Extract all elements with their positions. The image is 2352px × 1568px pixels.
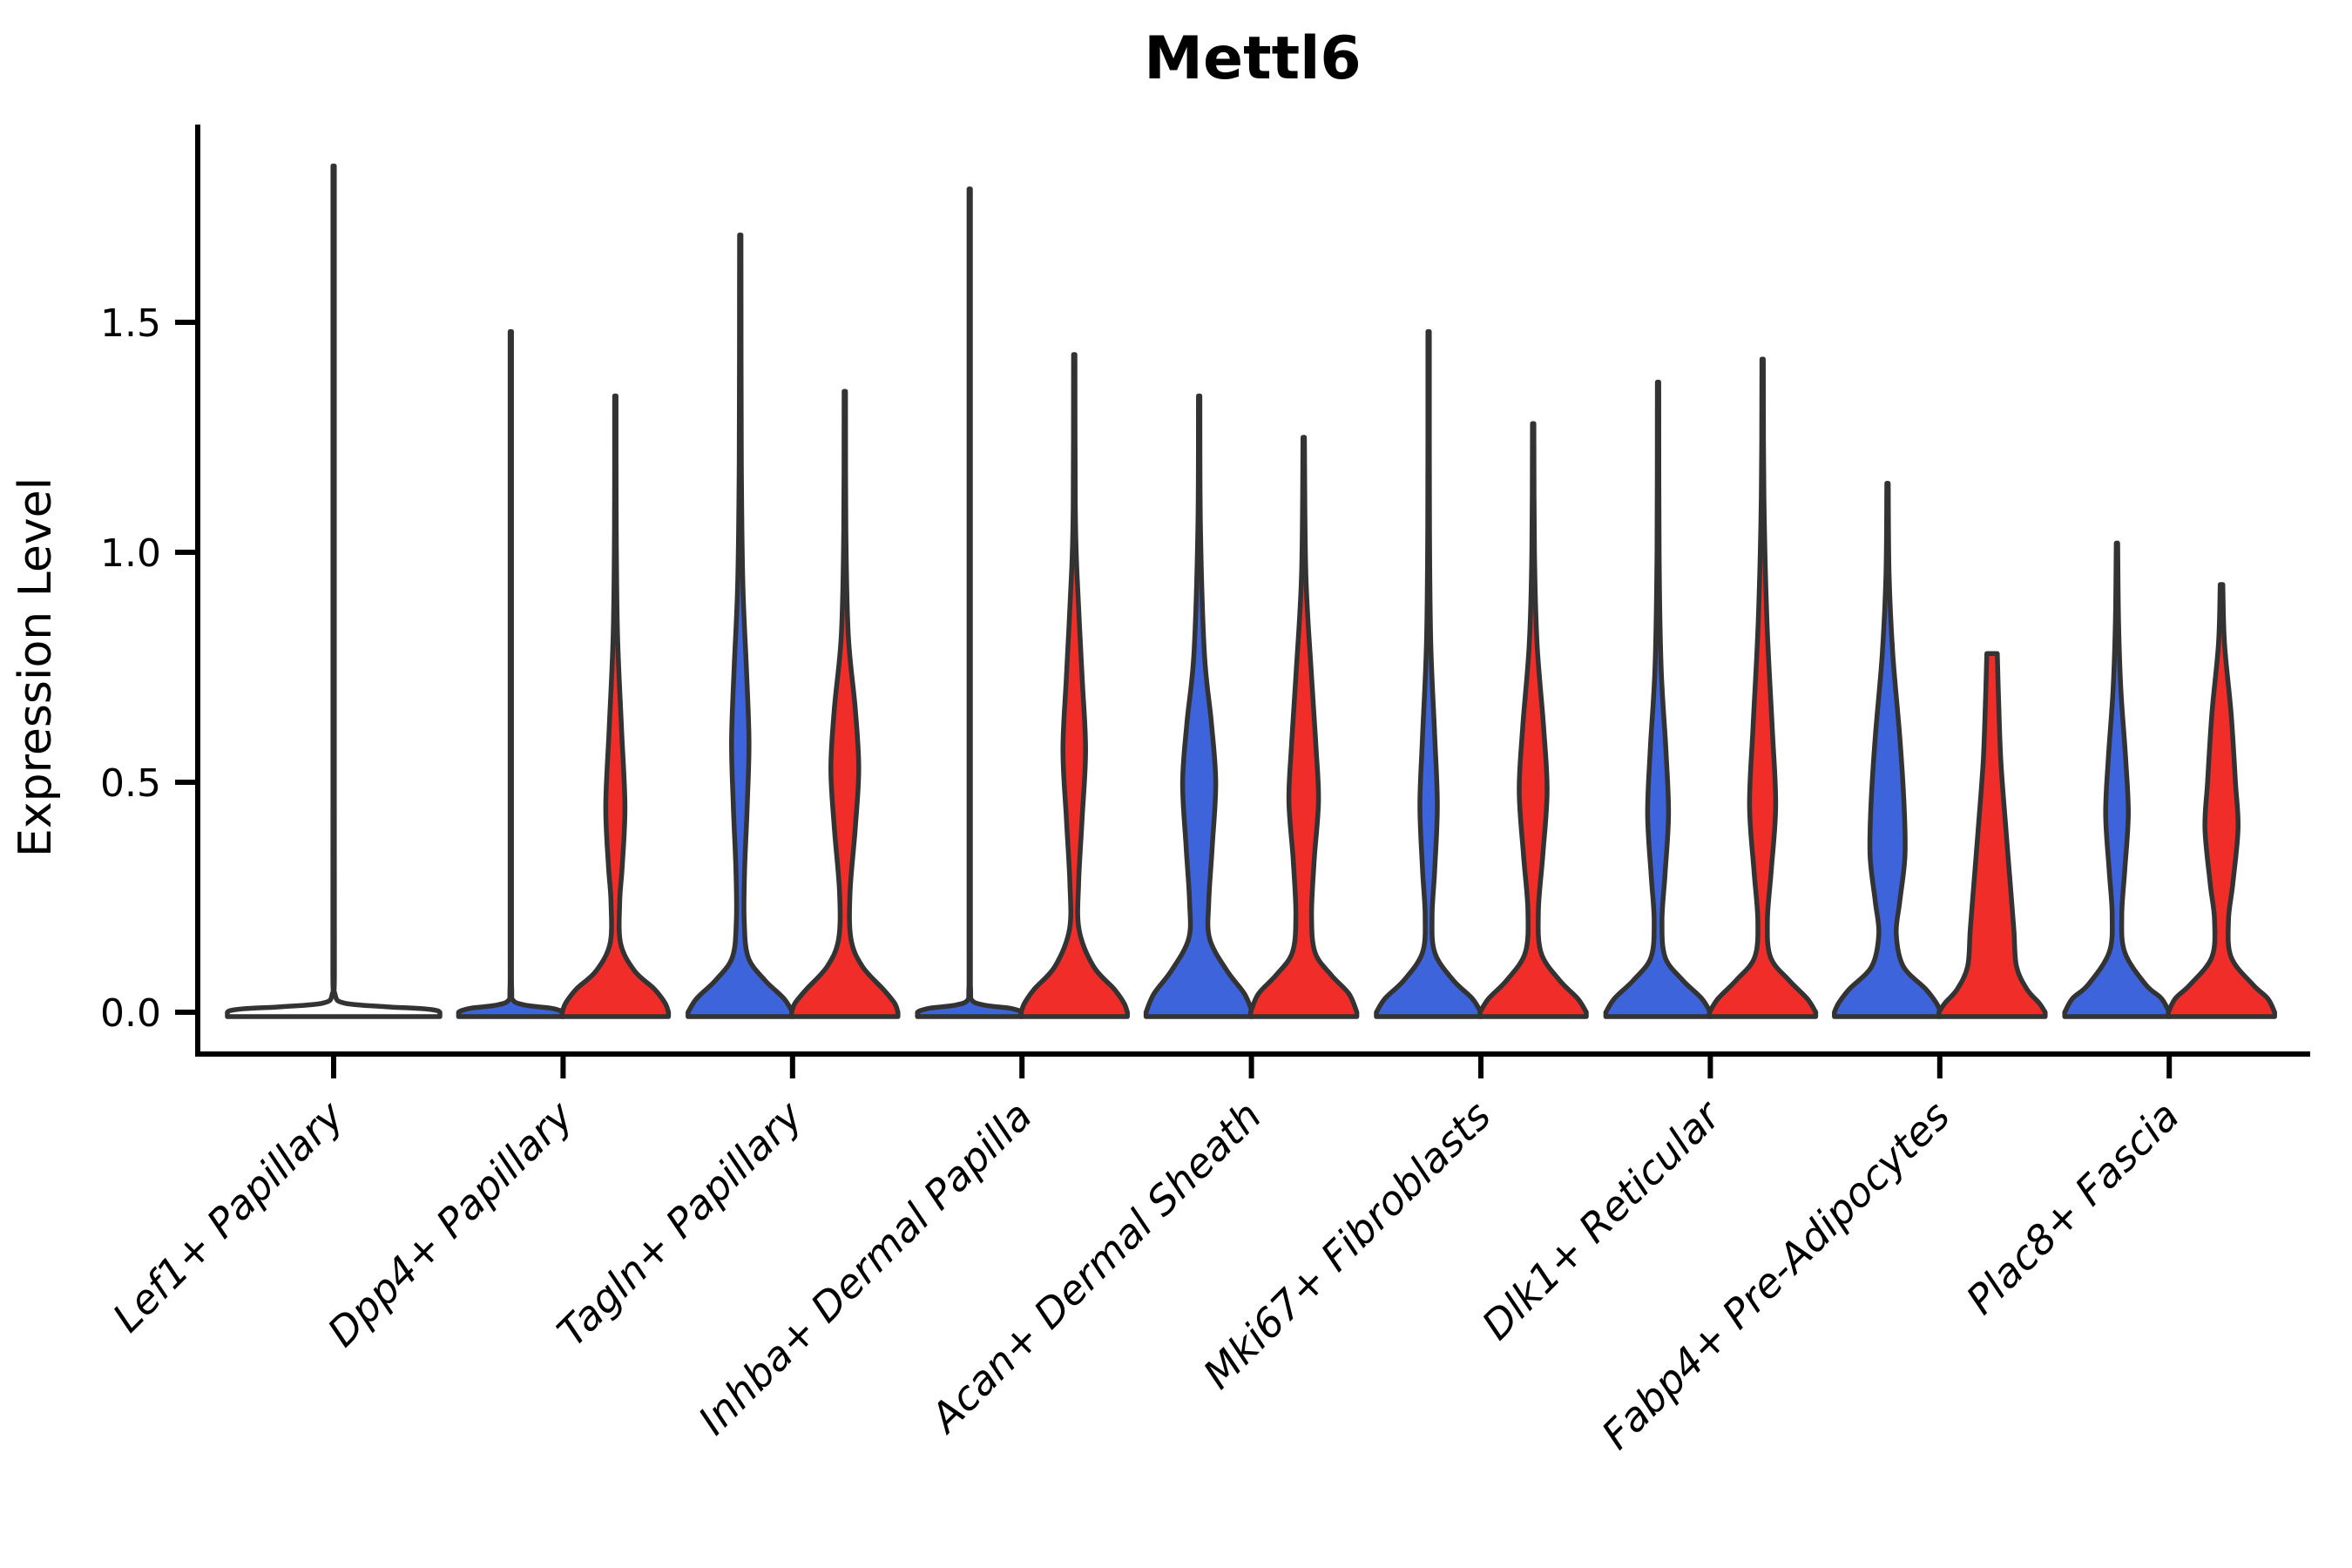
violin-2-blue [456,328,566,1019]
violin-6-blue [1374,328,1484,1019]
violin-3-blue [686,232,795,1019]
violin-7-red [1707,356,1819,1019]
y-tick-label: 1.5 [100,301,161,346]
y-tick-label: 0.0 [100,991,161,1036]
x-tick-label: Lef1+ Papillary [104,1092,353,1341]
violin-6-red [1477,421,1589,1019]
violins-layer [225,163,2277,1019]
violin-7-blue [1603,379,1713,1019]
y-tick-label: 0.5 [100,761,161,806]
violin-1-single [225,163,443,1019]
x-tick-label: Dlk1+ Reticular [1473,1090,1732,1348]
violin-3-red [789,389,901,1019]
violin-5-blue [1143,393,1255,1019]
violin-4-red [1018,352,1130,1019]
violin-8-blue [1832,481,1943,1019]
violin-9-red [2166,582,2277,1019]
x-tick-label: Tagln+ Papillary [548,1092,812,1355]
plot-title: Mettl6 [1144,24,1361,93]
y-axis-label: Expression Level [10,477,62,857]
x-tick-label: Plac8+ Fascia [1957,1092,2188,1323]
violin-9-blue [2062,540,2172,1019]
x-tick-label: Dpp4+ Papillary [319,1092,583,1355]
violin-2-red [559,393,672,1019]
violin-5-red [1247,435,1360,1019]
violin-4-blue [915,186,1024,1019]
violin-8-red [1936,651,2048,1019]
y-tick-label: 1.0 [100,531,161,576]
